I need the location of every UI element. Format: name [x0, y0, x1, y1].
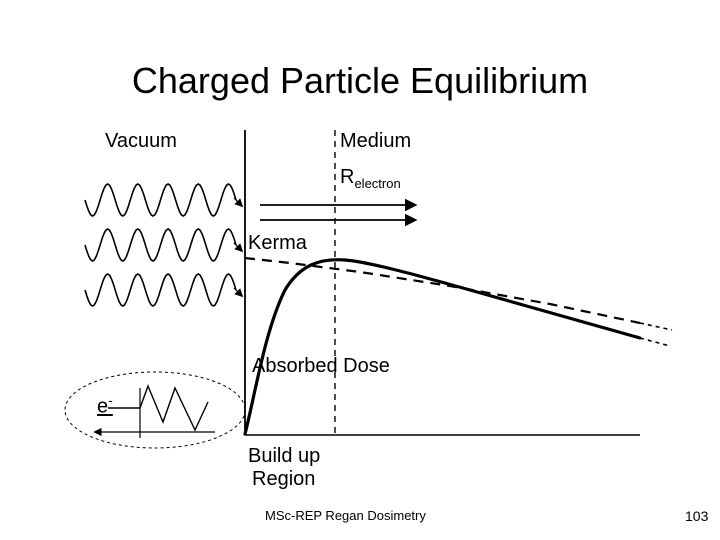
cpe-diagram [0, 0, 720, 540]
